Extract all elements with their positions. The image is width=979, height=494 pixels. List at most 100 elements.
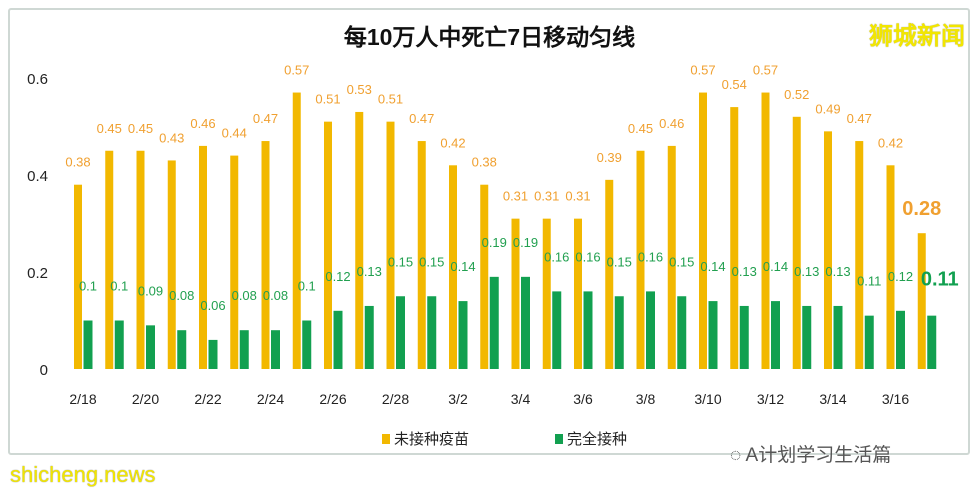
data-label: 0.38 <box>65 155 90 170</box>
data-label: 0.31 <box>503 189 528 204</box>
bar-unvaccinated <box>324 121 332 370</box>
bar-vaccinated <box>833 305 843 369</box>
data-label: 0.11 <box>857 274 881 289</box>
data-label: 0.44 <box>222 126 247 141</box>
x-tick-label: 2/28 <box>382 391 409 407</box>
bar-unvaccinated <box>730 107 739 369</box>
data-label: 0.08 <box>169 288 194 303</box>
legend-item-unvaccinated: 未接种疫苗 <box>382 428 469 449</box>
data-label: 0.57 <box>753 63 778 78</box>
data-label: 0.1 <box>79 279 97 294</box>
x-tick-label: 3/6 <box>573 391 593 407</box>
bar-unvaccinated <box>230 155 239 369</box>
data-label: 0.08 <box>263 288 288 303</box>
data-label: 0.51 <box>378 92 403 107</box>
bar-vaccinated <box>864 315 874 369</box>
bar-vaccinated <box>83 320 93 369</box>
x-tick-label: 3/8 <box>636 391 656 407</box>
data-label: 0.42 <box>878 135 903 150</box>
bar-unvaccinated <box>480 184 489 369</box>
bar-vaccinated <box>208 339 218 369</box>
data-label: 0.19 <box>482 235 507 250</box>
bar-unvaccinated <box>792 116 801 369</box>
bar-vaccinated <box>802 305 812 369</box>
bar-unvaccinated <box>699 92 707 370</box>
data-label: 0.57 <box>690 63 715 78</box>
bar-vaccinated <box>302 320 312 369</box>
data-label: 0.43 <box>159 130 184 145</box>
y-tick-label: 0.6 <box>27 71 48 88</box>
x-tick-label: 2/26 <box>319 391 346 407</box>
bar-unvaccinated <box>74 184 82 369</box>
data-label: 0.42 <box>440 135 465 150</box>
bar-vaccinated <box>427 296 437 369</box>
x-tick-label: 3/14 <box>819 391 846 407</box>
y-tick-label: 0.2 <box>27 265 48 282</box>
data-label: 0.31 <box>565 189 590 204</box>
y-tick-label: 0.4 <box>27 168 48 185</box>
bar-vaccinated <box>177 330 187 369</box>
data-label: 0.15 <box>669 254 694 269</box>
legend-label-unvaccinated: 未接种疫苗 <box>394 431 470 448</box>
bar-unvaccinated <box>511 218 520 369</box>
data-label: 0.52 <box>784 87 809 102</box>
data-label: 0.13 <box>732 264 757 279</box>
bar-unvaccinated <box>824 131 832 369</box>
data-label: 0.54 <box>722 77 747 92</box>
bar-vaccinated <box>114 320 124 369</box>
bar-vaccinated <box>739 305 749 369</box>
bar-unvaccinated <box>449 165 457 369</box>
data-label: 0.13 <box>794 264 819 279</box>
bar-vaccinated <box>677 296 687 369</box>
x-tick-label: 3/2 <box>448 391 468 407</box>
data-label: 0.38 <box>472 155 497 170</box>
bar-vaccinated <box>614 296 624 369</box>
bar-unvaccinated <box>199 145 207 369</box>
wechat-icon: ◌ <box>730 445 746 466</box>
data-label: 0.39 <box>597 150 622 165</box>
bar-unvaccinated <box>542 218 551 369</box>
data-label: 0.47 <box>847 111 872 126</box>
data-label: 0.47 <box>409 111 434 126</box>
bar-vaccinated <box>552 291 562 369</box>
bar-vaccinated <box>646 291 655 369</box>
bar-vaccinated <box>396 296 405 369</box>
bar-vaccinated <box>489 276 499 369</box>
watermark: shicheng.news <box>10 462 156 487</box>
bar-unvaccinated <box>417 141 426 369</box>
data-label: 0.46 <box>190 116 215 131</box>
data-label: 0.47 <box>253 111 278 126</box>
bar-unvaccinated <box>886 165 895 369</box>
data-label: 0.1 <box>298 279 316 294</box>
bar-unvaccinated <box>917 233 926 369</box>
chart-title: 每10万人中死亡7日移动匀线 <box>343 24 636 50</box>
y-tick-label: 0 <box>40 362 48 379</box>
data-label: 0.13 <box>825 264 850 279</box>
legend-swatch-unvaccinated <box>382 433 390 444</box>
data-label: 0.45 <box>628 121 653 136</box>
data-label: 0.11 <box>921 269 959 291</box>
data-label: 0.31 <box>534 189 559 204</box>
brand-logo: 狮城新闻 <box>869 23 965 50</box>
bar-unvaccinated <box>855 141 864 369</box>
data-label: 0.14 <box>763 259 788 274</box>
bar-vaccinated <box>896 310 905 369</box>
data-label: 0.45 <box>128 121 153 136</box>
x-tick-label: 2/18 <box>69 391 96 407</box>
bar-vaccinated <box>239 330 249 369</box>
data-label: 0.45 <box>97 121 122 136</box>
bar-vaccinated <box>458 301 468 369</box>
data-label: 0.15 <box>388 254 413 269</box>
data-label: 0.15 <box>607 254 632 269</box>
bar-vaccinated <box>333 310 343 369</box>
data-label: 0.14 <box>700 259 725 274</box>
data-label: 0.13 <box>357 264 382 279</box>
x-tick-label: 2/24 <box>257 391 284 407</box>
data-label: 0.12 <box>888 269 913 284</box>
data-label: 0.57 <box>284 63 309 78</box>
bar-vaccinated <box>364 305 374 369</box>
bar-unvaccinated <box>292 92 301 370</box>
data-label: 0.19 <box>513 235 538 250</box>
